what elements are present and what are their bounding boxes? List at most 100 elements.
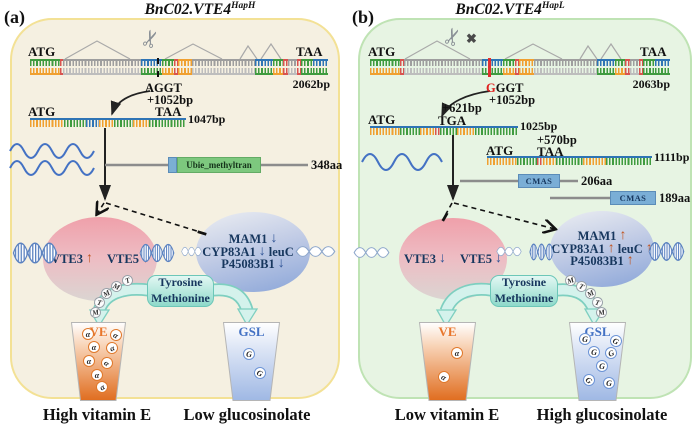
gene-segment [283,59,288,66]
dna-helix-icon [295,246,336,257]
gene-segment [177,68,193,75]
gene-segment [98,120,115,127]
transcript-length-label: 1111bp [654,150,690,164]
gene-segment [533,59,597,66]
gene-segment [140,68,162,75]
gsl-genes-ellipse-b: MAM1 ↑ CYP83A1 ↑ leuC ↑ P45083B1 ↑ [550,211,654,287]
gene-segment [370,128,400,135]
gene-segment [420,128,436,135]
tocopherol-molecule: α [98,354,116,372]
gene-segment [370,68,400,75]
gene-segment [605,158,652,165]
dna-helix-icon [496,246,522,257]
gene-segment [596,59,615,66]
tocopherol-molecule: α [107,326,125,344]
gene-segment [63,59,141,66]
gene-segment [629,59,639,66]
beaker-shape [418,322,477,401]
gene-segment [518,68,534,75]
gene-segment [63,68,141,75]
dna-helix-icon [353,247,390,258]
tocopherol-molecule: α [91,369,103,381]
gene-bar-full-b [370,59,670,75]
tocopherol-molecule: α [435,368,453,386]
gene-segment [132,120,149,127]
gene-segment [255,68,273,75]
gene-segment [487,158,517,165]
gene-segment [177,59,193,66]
start-codon-label: ATG [368,44,396,59]
transcript-length-label: 1025bp [520,119,558,133]
regulation-arrow: ↓ [277,256,285,272]
dna-helix-icon [12,242,58,264]
regulation-arrow: ↓ [439,250,446,266]
gene-segment [283,68,288,75]
gene-p45083b1-label: P45083B1 [221,257,275,272]
gene-vte3-label: VTE3 [404,251,436,266]
tocopherol-molecule: α [83,355,95,367]
panel-b-title: BnC02.VTE4HapL [455,1,565,19]
glucosinolate-molecule: G [603,345,619,361]
tocopherol-molecule: α [93,378,111,396]
panel-b-background [358,18,692,399]
gene-segment [30,120,65,127]
protein-length-label: 189aa [659,191,691,205]
regulation-arrow: ↓ [258,243,266,259]
regulation-arrow: ↑ [86,250,93,266]
gene-cyp83a1-label: CYP83A1 [551,241,605,256]
gene-leuc-label: leuC [617,241,643,256]
gene-cyp83a1-label: CYP83A1 [202,244,256,259]
ve-label: VE [438,324,457,339]
regulation-arrow: ↑ [626,253,634,269]
regulation-arrow: ↑ [645,240,653,256]
transcript-length-label: 1047bp [188,112,226,126]
gene-segment [272,68,284,75]
gene-segment [518,59,534,66]
gene-segment [536,158,544,165]
gene-segment [403,59,482,66]
panel-a-background [10,18,340,399]
stop-codon-label: TAA [537,144,564,159]
protein-length-label: 206aa [581,174,613,188]
panel-a-tag: (a) [4,7,25,27]
protein-length-label: 348aa [311,158,343,172]
gene-segment [400,59,404,66]
ve-label: VE [89,324,108,339]
tyrosine-label: Tyrosine [501,275,547,290]
gene-segment [296,59,302,66]
gene-segment [556,158,583,165]
regulation-arrow: ↑ [607,240,615,256]
gene-segment [301,68,314,75]
gene-segment [514,59,519,66]
gene-segment [629,68,639,75]
gene-segment [403,68,482,75]
outcome-label-high-ve: High vitamin E [42,405,152,424]
blocked-cut-x-icon: ✖ [466,31,477,46]
gene-segment [502,59,515,66]
tocopherol-molecule: α [82,328,94,340]
gene-segment [638,68,643,75]
gene-segment [59,68,64,75]
gene-segment [30,68,60,75]
gene-segment [643,59,655,66]
gene-segment [86,120,99,127]
start-codon-label: ATG [28,44,56,59]
gene-segment [625,68,630,75]
gene-segment [582,158,606,165]
stop-codon-label: TAA [296,44,323,59]
premature-stop-position: +570bp [537,133,577,147]
gene-bar-full-a [30,59,329,75]
tocopherol-molecule: α [104,340,120,356]
beaker-shape [222,322,281,401]
gene-segment [399,128,421,135]
gsl-label: GSL [238,324,265,339]
glucosinolate-molecule: G [603,377,615,389]
gene-segment [596,68,615,75]
gene-segment [287,68,297,75]
gene-segment [192,68,255,75]
dna-helix-icon [648,242,685,261]
glucosinolate-molecule: G [579,333,591,345]
protein-domain-box: Ubie_methyltran [177,157,261,173]
